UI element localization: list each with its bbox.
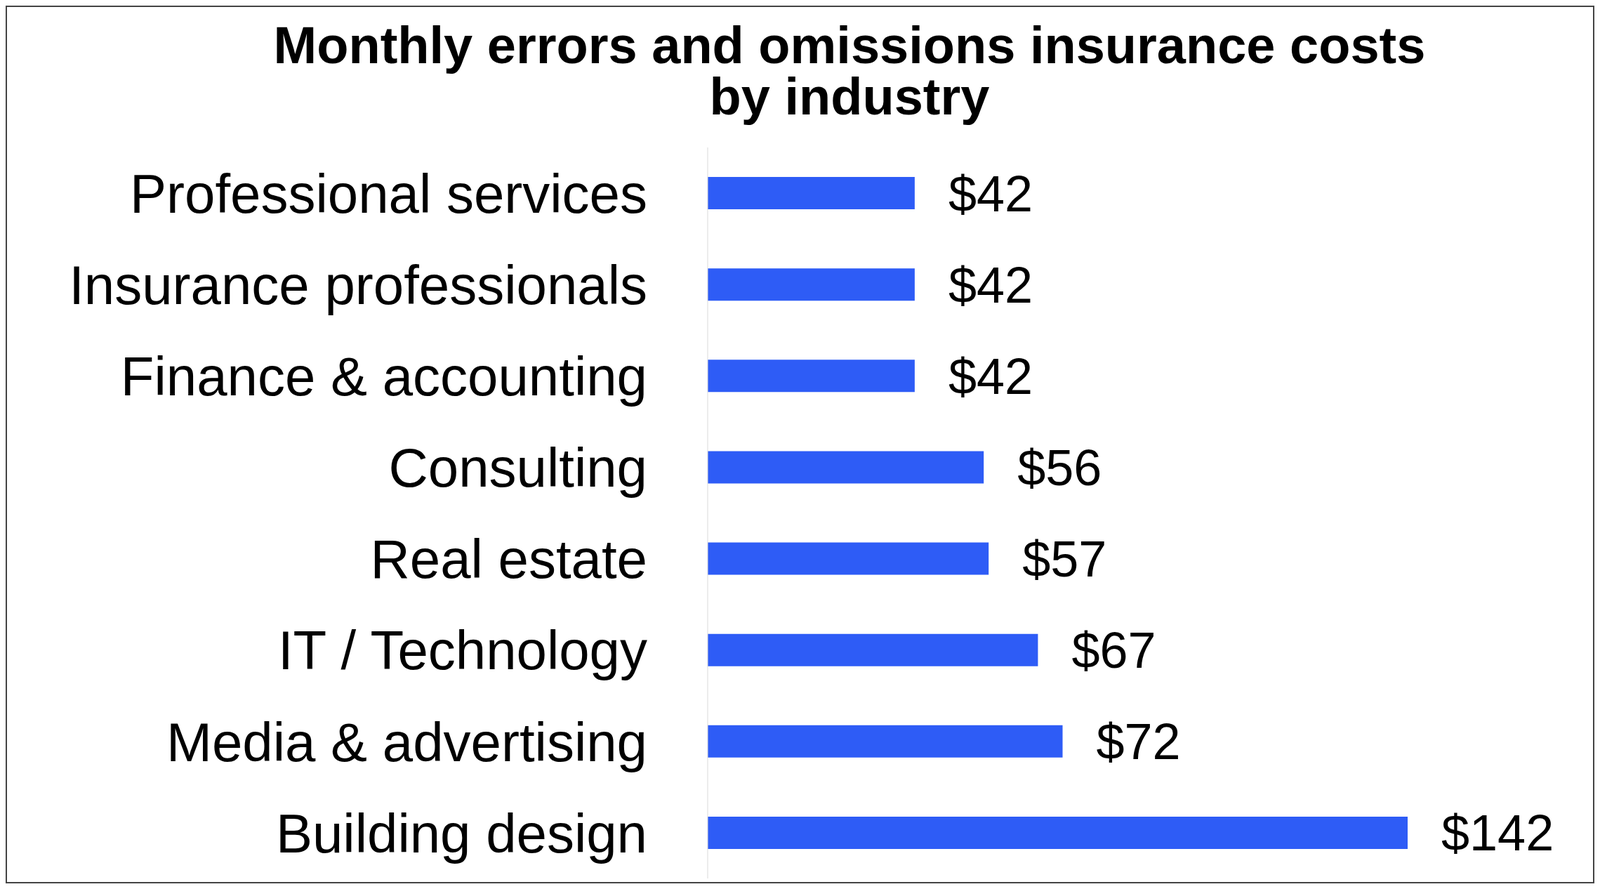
svg-text:IT / Technology: IT / Technology: [278, 619, 648, 682]
svg-text:Insurance professionals: Insurance professionals: [68, 254, 648, 316]
svg-text:Media & advertising: Media & advertising: [166, 711, 648, 773]
svg-text:$42: $42: [948, 348, 1033, 405]
svg-text:Real estate: Real estate: [369, 527, 648, 590]
svg-text:$42: $42: [948, 256, 1033, 314]
svg-text:Finance & accounting: Finance & accounting: [120, 345, 648, 408]
svg-text:Consulting: Consulting: [388, 436, 648, 499]
svg-text:$72: $72: [1096, 713, 1181, 770]
svg-text:Building design: Building design: [275, 802, 648, 865]
svg-text:$67: $67: [1071, 622, 1156, 679]
svg-text:$42: $42: [948, 165, 1033, 222]
svg-text:$57: $57: [1022, 530, 1107, 587]
svg-text:$142: $142: [1441, 804, 1554, 861]
svg-text:Professional services: Professional services: [129, 162, 648, 225]
html-text:Monthly errors and omissions i: Monthly errors and omissions insurance c…: [273, 16, 1426, 126]
svg-text:$56: $56: [1017, 439, 1102, 496]
